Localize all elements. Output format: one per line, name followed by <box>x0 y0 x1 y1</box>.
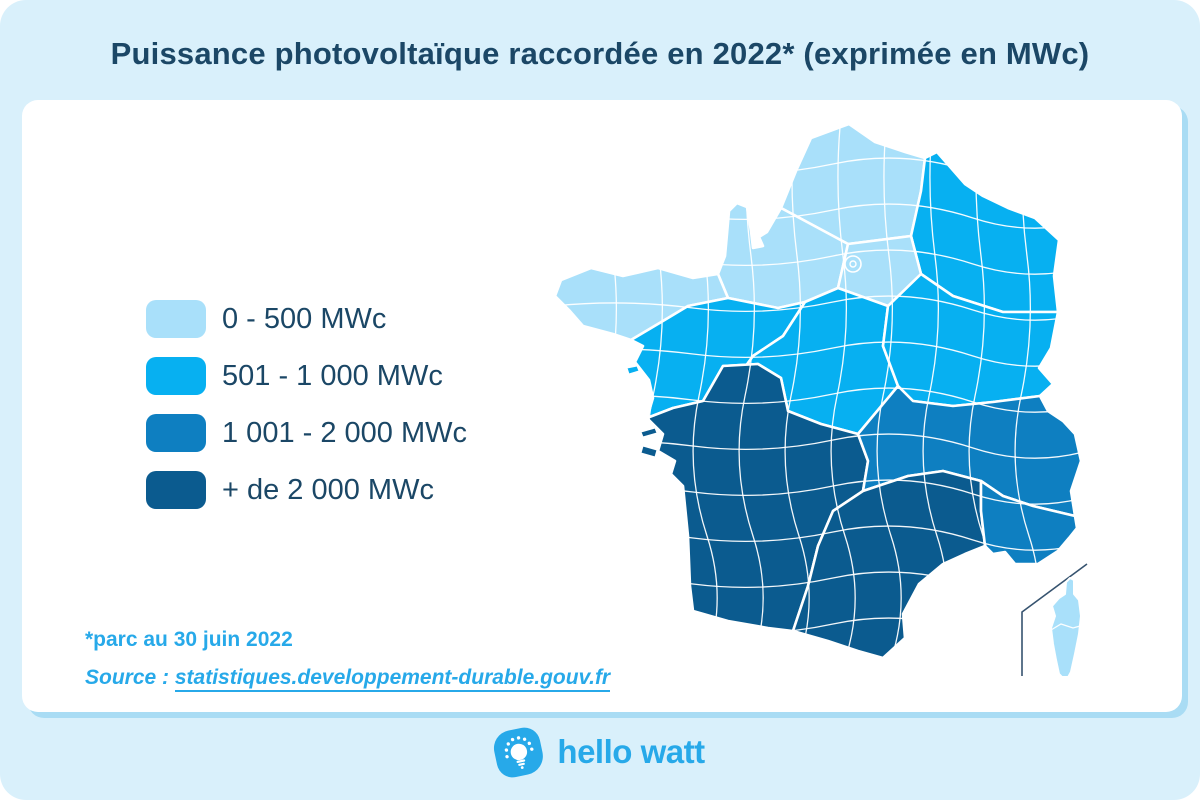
paris-ring <box>844 255 862 273</box>
france-choropleth-map <box>553 122 1088 676</box>
legend-swatch-dark <box>146 471 206 509</box>
legend-label: + de 2 000 MWc <box>222 473 434 506</box>
legend-item-501-1000: 501 - 1 000 MWc <box>146 357 443 395</box>
map-card: 0 - 500 MWc 501 - 1 000 MWc 1 001 - 2 00… <box>22 100 1182 712</box>
legend-label: 0 - 500 MWc <box>222 302 387 335</box>
legend-label: 501 - 1 000 MWc <box>222 359 443 392</box>
inset-separator-line <box>1021 563 1088 676</box>
legend-swatch-medium <box>146 414 206 452</box>
brand-footer: hello watt <box>0 722 1200 782</box>
legend-swatch-cyan <box>146 357 206 395</box>
island-noirmoutier <box>626 365 640 375</box>
island-oleron <box>640 445 658 458</box>
source-prefix: Source : <box>85 666 175 689</box>
lightbulb-icon <box>504 735 534 769</box>
footnote-asterisk: *parc au 30 juin 2022 <box>85 628 293 651</box>
source-link[interactable]: statistiques.developpement-durable.gouv.… <box>174 666 611 692</box>
footnote-source: Source : statistiques.developpement-dura… <box>85 666 611 692</box>
hello-watt-logo <box>491 724 547 780</box>
legend-item-0-500: 0 - 500 MWc <box>146 300 386 338</box>
corsica-inset <box>1021 563 1088 676</box>
legend-label: 1 001 - 2 000 MWc <box>222 416 467 449</box>
legend-item-1001-2000: 1 001 - 2 000 MWc <box>146 414 467 452</box>
brand-name: hello watt <box>557 733 705 770</box>
page-title: Puissance photovoltaïque raccordée en 20… <box>110 36 1090 71</box>
region-corse <box>1050 577 1082 676</box>
legend-swatch-light <box>146 300 206 338</box>
island-re <box>640 427 658 438</box>
legend-item-2000-plus: + de 2 000 MWc <box>146 471 434 509</box>
regions-layer <box>553 122 1083 660</box>
